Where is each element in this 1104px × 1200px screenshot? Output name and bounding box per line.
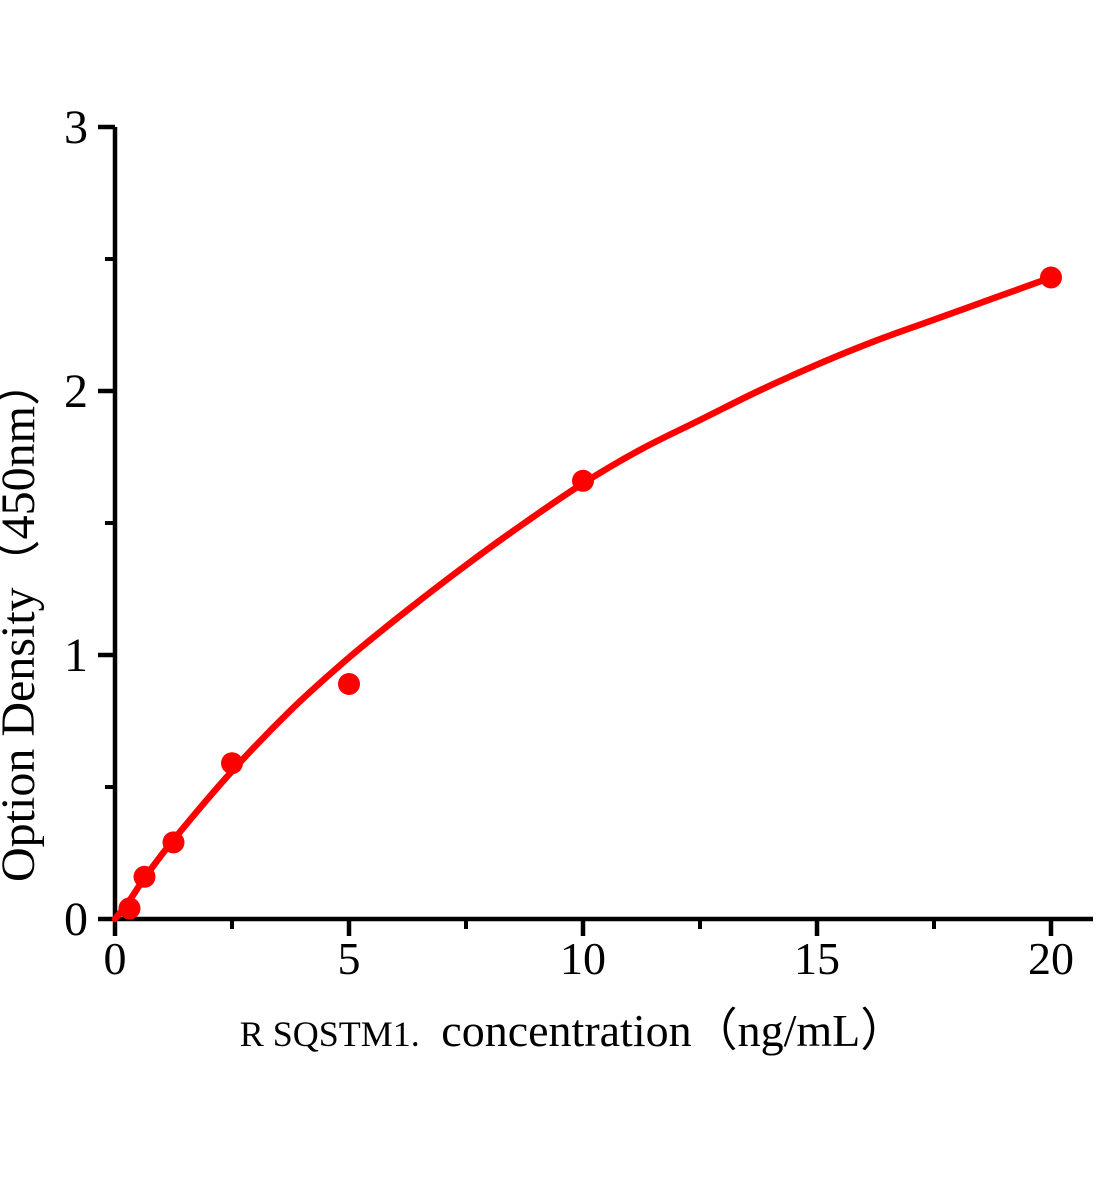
- y-tick-label: 3: [64, 101, 88, 154]
- x-axis-title-main: concentration（ng/mL）: [441, 1005, 906, 1056]
- data-point: [133, 865, 156, 888]
- x-tick-label: 15: [794, 933, 840, 984]
- data-point: [221, 752, 243, 775]
- x-tick-label: 0: [104, 933, 127, 984]
- x-axis-title: R SQSTM1. concentration（ng/mL）: [240, 1005, 907, 1056]
- y-tick-label: 1: [64, 629, 88, 682]
- x-tick-label: 20: [1028, 933, 1074, 984]
- data-point: [162, 831, 185, 854]
- plot-area: 0 1 2 3 0 5 10 15 20: [64, 101, 1093, 984]
- y-tick-label: 0: [64, 893, 88, 946]
- y-axis-title: Option Density（450nm）: [0, 358, 45, 882]
- x-axis-title-prefix: R SQSTM1.: [240, 1014, 420, 1054]
- x-tick-label: 10: [560, 933, 606, 984]
- axis-spine: [112, 127, 1093, 922]
- x-tick-label: 5: [338, 933, 361, 984]
- data-point: [1040, 266, 1062, 289]
- data-point: [572, 469, 594, 492]
- y-tick-label: 2: [64, 365, 88, 418]
- data-point: [338, 673, 360, 695]
- data-point: [118, 897, 141, 920]
- standard-curve-line: [111, 274, 1055, 923]
